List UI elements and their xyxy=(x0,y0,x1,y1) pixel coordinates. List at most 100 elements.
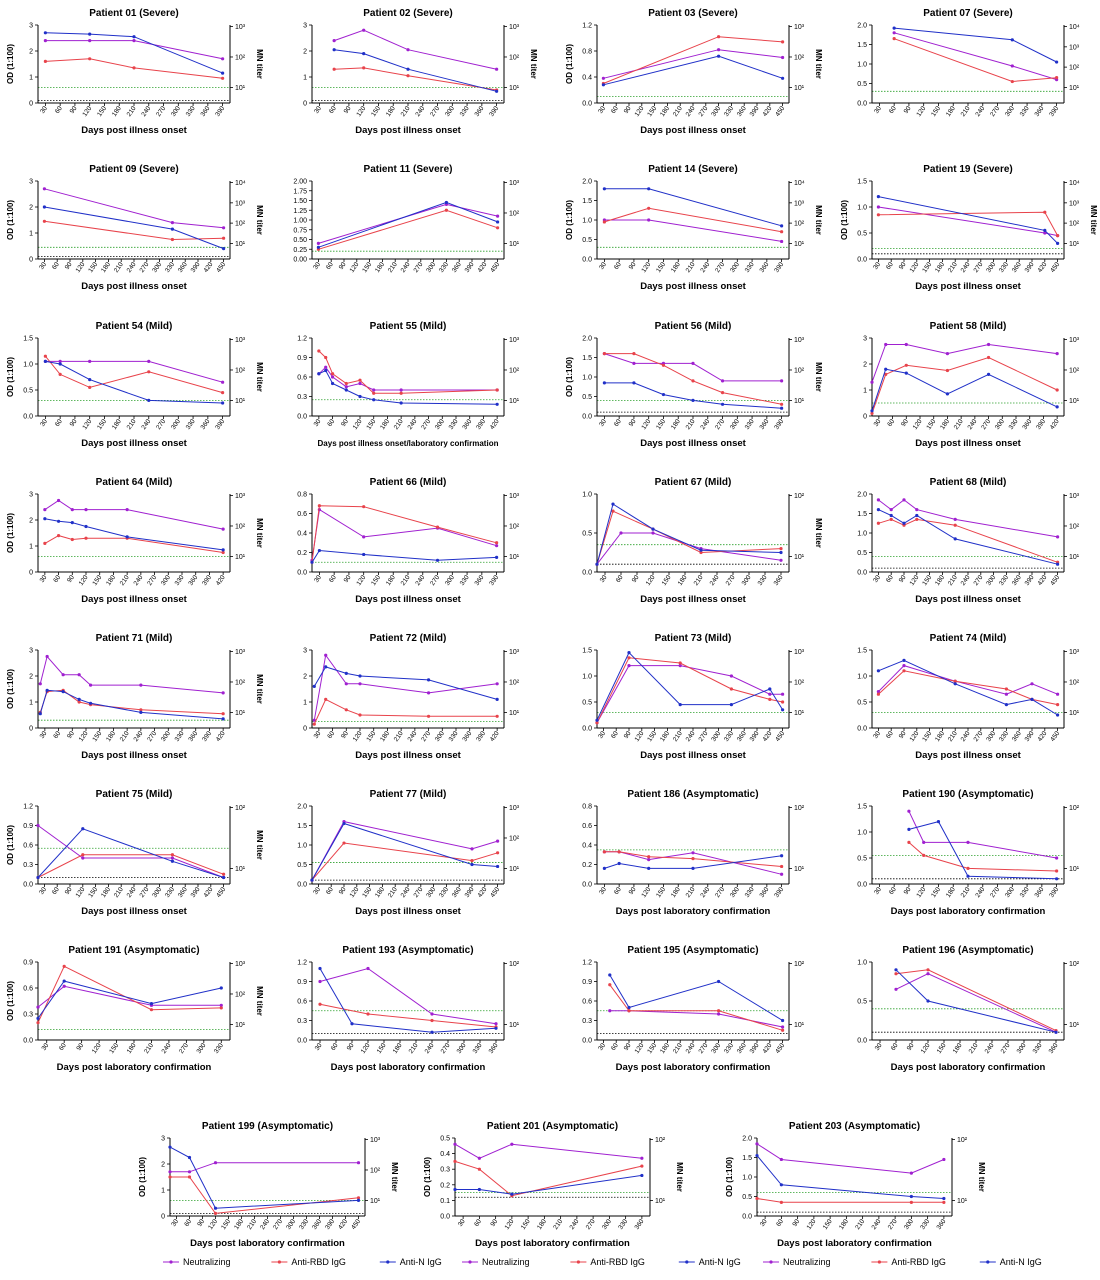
x-tick-label: 180 xyxy=(934,730,946,743)
data-point xyxy=(494,1022,498,1026)
data-point xyxy=(324,697,328,702)
series-line xyxy=(895,969,1057,1033)
x-tick-label: 150 xyxy=(822,1218,834,1231)
data-point xyxy=(147,370,151,374)
x-tick-label: 30 xyxy=(598,261,608,271)
data-point xyxy=(453,1142,457,1146)
panel-title: Patient 196 (Asymptomatic) xyxy=(902,945,1033,956)
series-line xyxy=(45,40,223,60)
data-point xyxy=(495,89,499,93)
series-line xyxy=(878,509,1058,565)
x-tick-label: 90 xyxy=(623,1042,633,1052)
series-line xyxy=(603,36,783,84)
right-tick-label: 10² xyxy=(1069,221,1080,228)
x-tick-label: 180 xyxy=(105,574,117,587)
data-point xyxy=(945,392,950,396)
x-tick-label: 390 xyxy=(464,886,476,899)
x-tick-label: 300 xyxy=(170,418,182,431)
y-tick-label: 0.0 xyxy=(857,1038,867,1045)
y-tick-label: 0.9 xyxy=(297,355,307,362)
right-tick-label: 10¹ xyxy=(509,1022,520,1029)
data-point xyxy=(330,372,335,376)
panel-title: Patient 68 (Mild) xyxy=(930,477,1007,488)
x-tick-label: 360 xyxy=(488,1042,500,1055)
data-point xyxy=(1030,682,1034,686)
chart-panel-21: Patient 75 (Mild) 0.0 0.3 0.6 0.9 1.2 10¹ 10² 30… xyxy=(6,789,264,917)
x-tick-label: 360 xyxy=(736,1042,748,1055)
x-tick-label: 420 xyxy=(476,261,488,274)
right-tick-label: 10¹ xyxy=(235,241,246,248)
y-tick-label: 1 xyxy=(863,388,867,395)
x-tick-label: 300 xyxy=(434,418,446,431)
x-tick-label: 90 xyxy=(489,1218,499,1228)
data-point xyxy=(77,700,81,704)
right-tick-label: 10¹ xyxy=(235,85,246,92)
x-tick-label: 240 xyxy=(161,1042,173,1055)
chart-panel-26: Patient 193 (Asymptomatic) 0.0 0.3 0.6 0.9 1.… xyxy=(297,945,520,1073)
x-tick-label: 120 xyxy=(920,1042,932,1055)
x-tick-label: 360 xyxy=(474,105,486,118)
x-axis-label: Days post illness onset xyxy=(81,438,187,449)
x-tick-label: 390 xyxy=(214,105,226,118)
data-point xyxy=(904,363,908,367)
right-tick-label: 10² xyxy=(509,54,520,61)
y-axis-label: OD (1:100) xyxy=(565,357,574,397)
data-point xyxy=(149,1002,154,1006)
x-tick-label: 390 xyxy=(464,261,476,274)
x-tick-label: 120 xyxy=(91,1042,103,1055)
x-tick-label: 180 xyxy=(105,730,117,743)
x-tick-label: 240 xyxy=(140,105,152,118)
x-tick-label: 210 xyxy=(693,574,705,587)
legend-label: Neutralizing xyxy=(783,1257,831,1267)
series-line xyxy=(609,1010,783,1028)
x-tick-label: 270 xyxy=(887,1218,899,1231)
series-line xyxy=(878,665,1058,695)
x-tick-label: 90 xyxy=(906,1042,916,1052)
data-point xyxy=(595,718,599,722)
series-line xyxy=(45,58,223,79)
right-tick-label: 10² xyxy=(235,221,246,228)
right-tick-label: 10³ xyxy=(235,24,246,31)
x-tick-label: 30 xyxy=(40,1042,50,1052)
data-point xyxy=(317,504,321,508)
legend-label: Anti-RBD IgG xyxy=(590,1257,645,1267)
x-tick-label: 60 xyxy=(58,1042,68,1052)
chart-panel-14: Patient 66 (Mild) 0.0 0.2 0.4 0.6 0.8 10¹ 10² 10… xyxy=(297,477,520,605)
x-tick-label: 300 xyxy=(729,886,741,899)
x-tick-label: 360 xyxy=(461,418,473,431)
right-axis-label: MN titer xyxy=(814,362,823,392)
data-point xyxy=(324,665,328,669)
y-tick-label: 2 xyxy=(863,362,867,369)
data-point xyxy=(358,682,362,686)
data-point xyxy=(909,1194,913,1199)
data-point xyxy=(1055,60,1059,64)
y-tick-label: 2 xyxy=(29,518,33,525)
y-tick-label: 0.0 xyxy=(857,726,867,733)
x-tick-label: 450 xyxy=(350,1218,362,1231)
data-point xyxy=(310,878,314,882)
chart-panel-10: Patient 55 (Mild) 0.0 0.3 0.6 0.9 1.2 10¹ 10² 10… xyxy=(297,321,520,448)
data-point xyxy=(88,39,92,43)
x-tick-label: 90 xyxy=(623,730,633,740)
y-tick-label: 0 xyxy=(29,726,33,733)
data-point xyxy=(640,1164,644,1168)
x-tick-label: 60 xyxy=(51,886,61,896)
legend-3: Neutralizing Anti-RBD IgG Anti-N IgG xyxy=(763,1257,1042,1267)
data-point xyxy=(62,979,66,983)
data-point xyxy=(58,372,62,376)
y-tick-label: 1.0 xyxy=(742,1175,752,1182)
x-tick-label: 120 xyxy=(915,886,927,899)
data-point xyxy=(477,1167,481,1171)
series-line xyxy=(37,828,224,878)
right-tick-label: 10¹ xyxy=(509,241,520,248)
data-point xyxy=(1055,869,1059,873)
y-tick-label: 0.5 xyxy=(582,531,592,538)
data-point xyxy=(444,200,448,205)
panel-title: Patient 201 (Asymptomatic) xyxy=(487,1121,618,1132)
x-tick-label: 300 xyxy=(1004,886,1016,899)
x-tick-label: 120 xyxy=(352,418,364,431)
data-point xyxy=(1055,877,1059,881)
series-line xyxy=(878,211,1059,236)
y-axis-label: OD (1:100) xyxy=(565,44,574,84)
right-axis-label: MN titer xyxy=(675,1162,684,1192)
